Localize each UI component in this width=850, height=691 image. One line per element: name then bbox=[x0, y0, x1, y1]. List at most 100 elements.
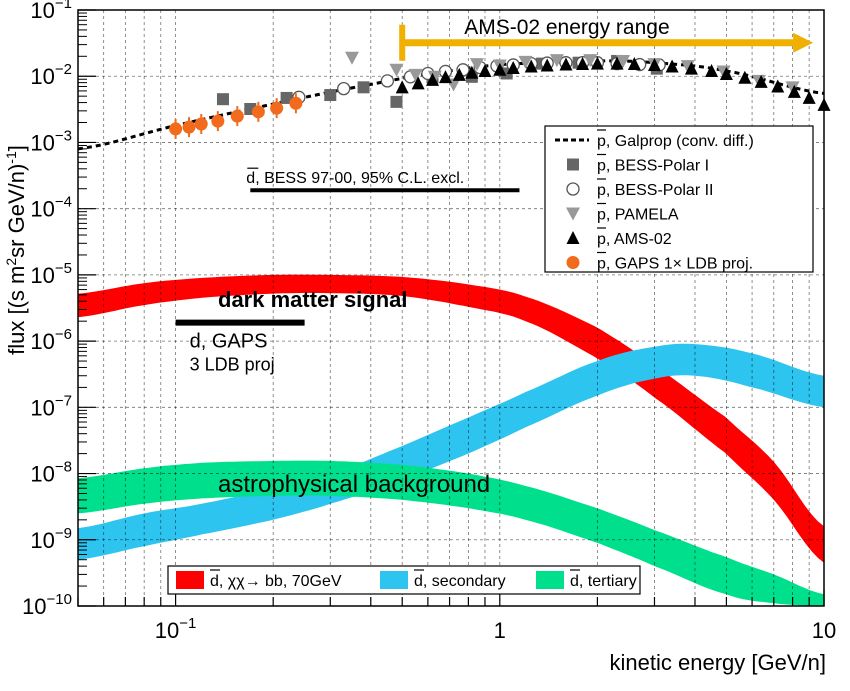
marker-legend-box bbox=[544, 125, 814, 273]
x-tick-label-base: 10 bbox=[155, 618, 179, 643]
y-axis-title-pre: flux [(s m bbox=[4, 266, 29, 355]
legend-marker bbox=[567, 158, 579, 171]
y-axis-title-post: ] bbox=[4, 145, 29, 151]
ams02-point bbox=[478, 63, 492, 77]
legend-label: p, Galprop (conv. diff.) bbox=[597, 133, 754, 150]
data-series-layer bbox=[77, 51, 831, 151]
band-legend-swatch bbox=[176, 571, 204, 589]
x-tick-label-base: 1 bbox=[494, 618, 506, 643]
y-tick-label-base: 10 bbox=[30, 528, 54, 553]
y-tick-label-exp: −1 bbox=[55, 0, 72, 12]
gaps-projection-series bbox=[169, 93, 303, 139]
ams02-point bbox=[465, 65, 479, 79]
y-tick-label-base: 10 bbox=[22, 594, 46, 619]
y-tick-label-exp: −2 bbox=[55, 61, 72, 78]
annotation-layer: AMS-02 energy range d, BESS 97-00, 95% C.… bbox=[175, 16, 814, 498]
axes: 10−110−210−310−410−510−610−710−810−910−1… bbox=[3, 0, 836, 675]
legend-label: p, BESS-Polar II bbox=[597, 182, 714, 199]
dark-matter-band bbox=[78, 274, 824, 563]
ams02-point bbox=[576, 56, 590, 70]
bess-polar-2-point bbox=[337, 81, 351, 96]
legend-label: p, AMS-02 bbox=[597, 231, 672, 248]
y-tick-label-base: 10 bbox=[30, 197, 54, 222]
ams02-point bbox=[590, 56, 604, 70]
legend-label: p, BESS-Polar I bbox=[597, 158, 709, 175]
ams02-point bbox=[493, 62, 507, 76]
y-tick-label-exp: −4 bbox=[55, 194, 72, 211]
y-tick-label: 10−7 bbox=[30, 392, 72, 420]
ams02-point bbox=[452, 67, 466, 81]
y-tick-label-exp: −9 bbox=[55, 525, 72, 542]
ams02-point bbox=[647, 57, 661, 71]
legend-marker bbox=[566, 231, 580, 244]
pamela-point bbox=[518, 55, 533, 69]
y-tick-label-base: 10 bbox=[30, 130, 54, 155]
y-tick-label-exp: −5 bbox=[55, 260, 72, 277]
pamela-point bbox=[408, 68, 423, 82]
y-tick-label: 10−6 bbox=[30, 326, 72, 354]
gaps-limit-sublabel: 3 LDB proj bbox=[190, 355, 275, 375]
x-tick-label: 10 bbox=[812, 618, 836, 643]
ams-range-arrowhead bbox=[793, 32, 814, 53]
bess-limit-label: d, BESS 97-00, 95% C.L. excl. bbox=[246, 170, 464, 187]
ams02-point bbox=[438, 70, 452, 84]
y-tick-label-exp: −8 bbox=[55, 459, 72, 476]
y-tick-label: 10−3 bbox=[30, 127, 72, 155]
ams02-point bbox=[802, 90, 816, 104]
ams02-point bbox=[754, 74, 768, 88]
band-layer bbox=[78, 274, 824, 606]
pamela-point bbox=[549, 54, 564, 68]
astrophysical-label: astrophysical background bbox=[218, 471, 490, 498]
y-tick-label: 10−5 bbox=[30, 260, 72, 288]
pamela-point bbox=[469, 58, 484, 72]
y-tick-label-exp: −7 bbox=[55, 392, 72, 409]
secondary-band bbox=[78, 343, 824, 560]
pamela-point bbox=[427, 70, 442, 84]
y-tick-label: 10−2 bbox=[30, 61, 72, 89]
pamela-point bbox=[389, 63, 404, 77]
y-tick-label-exp: −6 bbox=[55, 326, 72, 343]
x-tick-label: 1 bbox=[494, 618, 506, 643]
bess-polar-1-point bbox=[390, 95, 403, 108]
legend-marker bbox=[566, 256, 580, 269]
bess-polar-1-point bbox=[357, 81, 370, 94]
ams02-point bbox=[411, 76, 425, 90]
y-tick-label-exp: −10 bbox=[47, 591, 72, 608]
ams02-point bbox=[425, 72, 439, 86]
ams02-point bbox=[705, 63, 719, 77]
y-tick-label-base: 10 bbox=[30, 0, 54, 23]
plot-frame bbox=[77, 9, 825, 607]
ams02-point bbox=[395, 80, 409, 94]
legend-label: p, PAMELA bbox=[597, 207, 679, 224]
gaps-projection-point bbox=[230, 109, 244, 123]
y-axis-title: flux [(s m2sr GeV/n)-1] bbox=[3, 145, 29, 355]
gaps-projection-point bbox=[251, 105, 265, 119]
x-axis-title: kinetic energy [GeV/n] bbox=[610, 650, 826, 675]
gaps-projection-point bbox=[270, 101, 284, 115]
y-axis-title-sup2: -1 bbox=[3, 151, 19, 164]
legend-label: p, GAPS 1× LDB proj. bbox=[597, 256, 753, 273]
tertiary-band bbox=[78, 460, 824, 606]
ams02-point bbox=[524, 59, 538, 73]
ams02-point bbox=[787, 84, 801, 98]
y-tick-label-base: 10 bbox=[30, 64, 54, 89]
pamela-series bbox=[344, 51, 800, 95]
y-tick-label-base: 10 bbox=[30, 395, 54, 420]
bess-polar-1-point bbox=[216, 93, 229, 106]
y-tick-label-base: 10 bbox=[30, 329, 54, 354]
y-axis-title-mid: sr GeV/n) bbox=[4, 164, 29, 258]
x-tick-label: 10−1 bbox=[155, 615, 197, 643]
y-tick-label: 10−8 bbox=[30, 459, 72, 487]
y-tick-label: 10−10 bbox=[22, 591, 72, 619]
band-legend-label: d, secondary bbox=[414, 573, 506, 590]
ams02-point bbox=[610, 56, 624, 70]
y-tick-label: 10−9 bbox=[30, 525, 72, 553]
y-tick-label-base: 10 bbox=[30, 462, 54, 487]
x-tick-label-base: 10 bbox=[812, 618, 836, 643]
bess-polar-1-point bbox=[280, 91, 293, 104]
gaps-projection-point bbox=[289, 96, 303, 110]
gaps-projection-point bbox=[182, 120, 196, 134]
legend-marker bbox=[566, 207, 580, 221]
grid bbox=[78, 10, 824, 606]
